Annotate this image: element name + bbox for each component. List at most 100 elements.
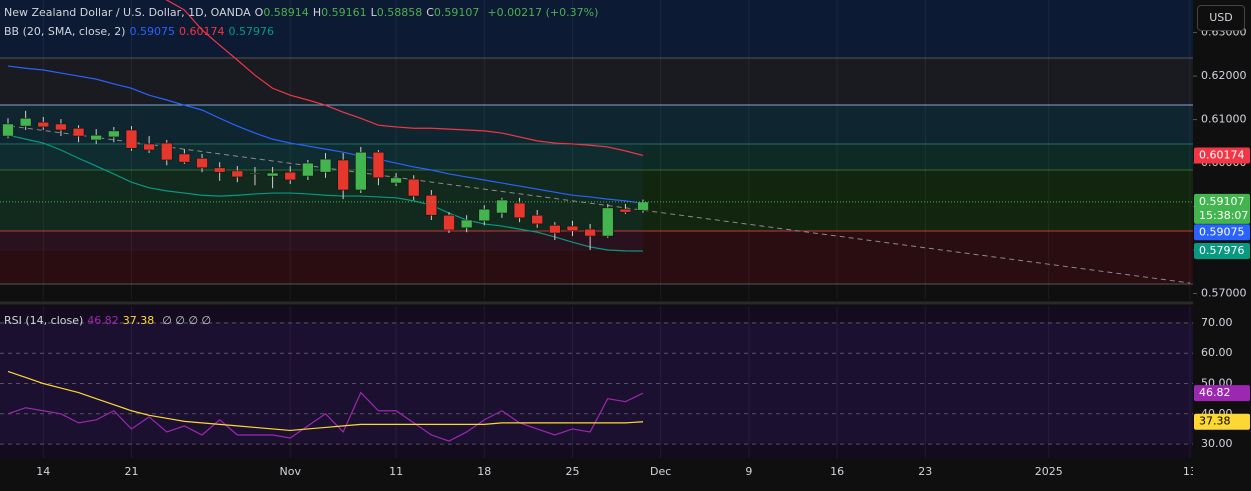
candle-body [425,194,438,216]
countdown: 15:38:07 [1199,209,1248,222]
rsi-extra: ∅ ∅ ∅ ∅ [162,314,212,327]
trend-line [9,125,1191,284]
candle-body [319,158,332,173]
candle-body [337,159,349,191]
price-label [1194,413,1250,430]
price-label [1194,224,1250,241]
ohlc-value: 0.58914 [263,6,309,19]
y-tick-label: 0.57000 [1201,286,1247,299]
candle-body [443,214,455,231]
legend-value: 46.82 [87,314,119,327]
ohlc-value: 0.58858 [376,6,423,19]
candle-body [55,123,67,131]
indicator: RSI (14, close) [4,314,84,327]
candle-body [407,178,420,197]
ohlc-value: 0.59161 [321,6,367,19]
candle-body [478,208,491,222]
ohlc-label: C [426,6,434,19]
candle-body [19,117,32,127]
rsi-values: 46.82 37.38 [87,314,158,327]
candle-body [249,172,261,175]
candle-body [90,134,102,141]
x-tick-label: 11 [389,465,403,478]
indicator-line [7,65,644,204]
bb-legend: BB (20, SMA, close, 2) 0.59075 0.60174 0.57… [4,25,282,38]
legend-value: 0.57976 [228,25,274,38]
zone [0,0,1193,58]
currency-button[interactable]: USD [1197,5,1245,31]
candle-body [160,142,173,161]
ohlc: O0.58914 H0.59161 L0.58858 C0.59107 [255,6,484,19]
candle-body [266,172,279,177]
price-label [1194,243,1250,260]
ohlc-label: O [254,6,264,19]
candle-body [178,153,191,163]
x-tick-label: Nov [280,465,302,478]
candle-body [584,228,596,237]
y-tick-label: 70.00 [1201,316,1233,329]
candle-body [125,129,138,149]
candle-body [601,207,614,237]
candle-body [284,171,297,181]
candle-body [354,151,367,191]
indicator-line [7,134,644,252]
legend-value: 0.60174 [178,25,225,38]
candle-body [372,151,385,179]
zone [0,231,1193,284]
y-tick-label: 60.00 [1201,346,1233,359]
candle-body [231,170,244,178]
zone [0,105,1193,144]
price-label-text: 46.82 [1199,386,1231,399]
price-label-text: 37.38 [1199,415,1231,428]
candle-body [213,167,226,173]
price-label [1194,385,1250,402]
rsi-legend: RSI (14, close) 46.82 37.38 ∅ ∅ ∅ ∅ [4,314,215,327]
indicator-line [165,0,644,157]
candle-body [513,202,526,219]
candle-body [566,225,579,232]
candle-body [460,219,473,229]
x-tick-label: 25 [565,465,579,478]
ohlc-label: H [312,6,322,19]
legend-value: 37.38 [122,314,155,327]
x-tick-label: 18 [477,465,491,478]
ohlc-label: L [370,6,377,19]
symbol-legend: New Zealand Dollar / U.S. Dollar, 1D, OA… [4,6,602,19]
indicator: BB (20, SMA, close, 2) [4,25,126,38]
candle-body [637,201,649,211]
candle-body [549,224,561,234]
price-label-text: 0.57976 [1199,244,1245,257]
candle-body [619,208,632,213]
price-label-text: 0.59075 [1199,225,1245,238]
zone [0,170,1193,231]
candle-body [196,157,208,169]
rsi-band [0,322,1193,444]
indicator-line [7,391,644,442]
y-tick-label: 30.00 [1201,437,1233,450]
candle-body [2,123,14,137]
candle-body [108,130,120,138]
y-tick-label: 0.61000 [1201,113,1247,126]
change: +0.00217 (+0.37%) [487,6,599,19]
legend-value: 0.59075 [129,25,175,38]
x-tick-label: 16 [830,465,844,478]
symbol: New Zealand Dollar / U.S. Dollar, 1D, OA… [4,6,251,19]
x-tick-label: Dec [650,465,671,478]
y-tick-label: 0.62000 [1201,69,1247,82]
x-tick-label: 9 [745,465,752,478]
bb-values: 0.59075 0.60174 0.57976 [129,25,278,38]
x-tick-label: 14 [36,465,50,478]
x-tick-label: 2025 [1035,465,1063,478]
candle-body [72,127,85,137]
price-label [1194,193,1250,224]
candle-body [531,214,544,225]
zone [0,58,1193,105]
candle-body [143,143,155,151]
candle-body [390,177,402,184]
price-label-text: 0.60174 [1199,148,1245,161]
price-label-text: 0.59107 [1199,195,1245,208]
candle-body [302,162,314,177]
time-axis [0,458,1193,491]
